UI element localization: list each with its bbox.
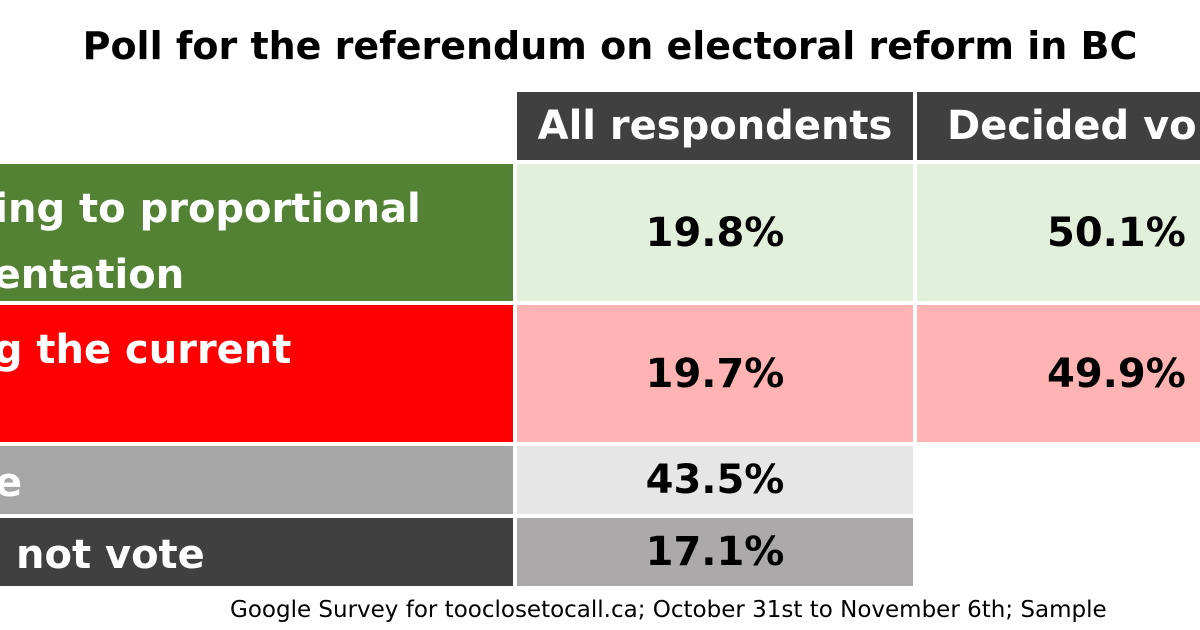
row-label-current-system-line-2: em [0,383,483,442]
row-label-proportional-line-2: resentation [0,252,185,298]
value-current-system-all-text: 19.7% [645,350,785,397]
row-label-current-system: ping the current em [0,305,513,442]
value-current-system-all: 19.7% [517,305,913,442]
column-header-all-respondents-label: All respondents [537,103,893,149]
row-label-proportional-line-1: tching to proportional [0,186,421,232]
row-label-not-sure: sure [0,446,513,514]
row-label-not-vote-line-1: not vote [16,532,205,578]
value-proportional-all-text: 19.8% [645,209,785,256]
value-not-sure-all: 43.5% [517,446,913,514]
value-proportional-decided: 50.1% [917,164,1200,301]
value-proportional-decided-text: 50.1% [1047,209,1186,256]
value-not-sure-all-text: 43.5% [645,457,785,503]
value-not-vote-all: 17.1% [517,518,913,586]
value-current-system-decided: 49.9% [917,305,1200,442]
source-note: Google Survey for tooclosetocall.ca; Oct… [230,597,1107,623]
row-label-not-vote: not vote [0,518,513,586]
column-header-all-respondents: All respondents [517,92,913,160]
row-label-current-system-line-1: ping the current [0,327,292,373]
value-current-system-decided-text: 49.9% [1047,350,1186,397]
column-header-decided-voters-label: Decided vo [947,103,1197,149]
row-label-not-sure-line-1: sure [0,460,23,506]
column-header-decided-voters: Decided vo [917,92,1200,160]
row-label-proportional: tching to proportional resentation [0,164,513,301]
value-proportional-all: 19.8% [517,164,913,301]
chart-title: Poll for the referendum on electoral ref… [82,24,1138,68]
value-not-vote-all-text: 17.1% [645,529,785,575]
